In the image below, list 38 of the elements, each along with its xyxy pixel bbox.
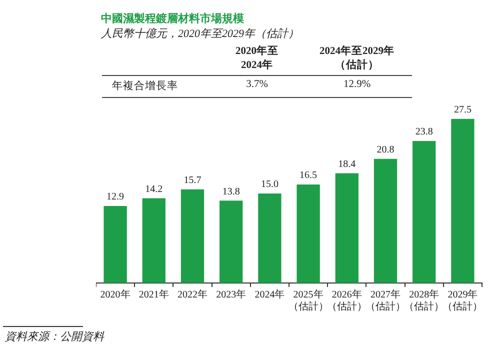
chart-subtitle: 人民幣十億元，2020年至2029年（估計） xyxy=(101,26,299,41)
data-label: 12.9 xyxy=(106,192,124,203)
text: 3.7% xyxy=(245,79,269,92)
bar xyxy=(142,198,166,283)
data-label: 13.8 xyxy=(222,186,240,198)
x-tick-label: 2023年 xyxy=(216,288,246,301)
x-tick-label: 2021年 xyxy=(138,288,169,301)
x-tick-label: 2020年 xyxy=(100,288,130,301)
data-label: 14.2 xyxy=(145,184,163,195)
x-tick-label: 2029年（估計） xyxy=(442,288,483,313)
source-note: 資料來源：公開資料 xyxy=(5,330,104,344)
x-tick-label: 2028年（估計） xyxy=(404,288,444,313)
x-tick-label: 2026年（估計） xyxy=(326,288,367,313)
bar xyxy=(296,184,320,283)
data-label: 23.8 xyxy=(415,126,433,138)
data-label: 20.8 xyxy=(376,144,394,156)
text: 12.9% xyxy=(342,79,372,92)
text: 2024年至2029年（估計） xyxy=(318,44,396,72)
x-tick-label: 2025年（估計） xyxy=(288,288,328,313)
bar xyxy=(104,206,127,283)
bar xyxy=(180,189,204,283)
data-label: 15.7 xyxy=(184,174,202,186)
bar xyxy=(412,140,436,283)
chart-title: 中國濕製程鍍層材料市場規模 xyxy=(101,12,244,26)
bar xyxy=(335,173,358,283)
bar xyxy=(451,118,474,283)
bar xyxy=(258,194,282,283)
x-tick-label: 2022年 xyxy=(178,288,208,301)
bar xyxy=(374,158,398,283)
bar xyxy=(220,200,243,283)
data-label: 18.4 xyxy=(338,158,356,170)
x-tick-label: 2024年 xyxy=(254,288,285,301)
data-label: 15.0 xyxy=(260,179,278,190)
x-tick-label: 2027年（估計） xyxy=(366,288,406,313)
text: 2020年至2024年 xyxy=(234,44,280,72)
data-label: 16.5 xyxy=(300,170,318,182)
text: 年複合增長率 xyxy=(111,79,179,93)
data-label: 27.5 xyxy=(454,104,472,116)
